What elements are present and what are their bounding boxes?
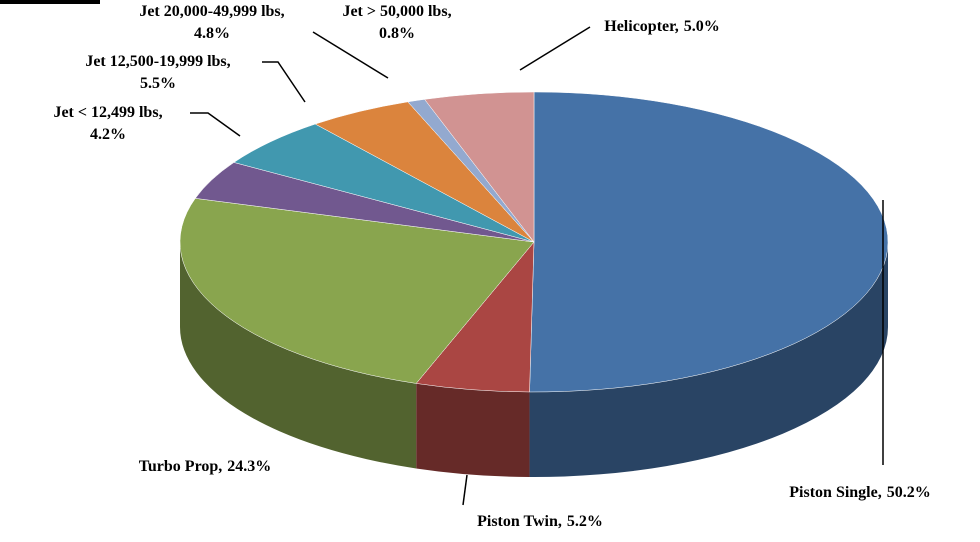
separator: , bbox=[159, 104, 163, 121]
value-label: 5.0% bbox=[684, 18, 720, 35]
category-label: Jet > 50,000 lbs bbox=[342, 3, 447, 20]
data-label: Turbo Prop, 24.3% bbox=[139, 458, 272, 475]
category-label: Jet < 12,499 lbs bbox=[53, 104, 158, 121]
leader-line bbox=[262, 61, 306, 103]
separator: , bbox=[448, 3, 452, 20]
labels: Piston Single, 50.2% Piston Twin, 5.2% Turbo… bbox=[53, 3, 930, 530]
leader-line bbox=[190, 112, 241, 137]
category-label: Turbo Prop bbox=[139, 458, 219, 475]
separator: , bbox=[558, 513, 562, 530]
value-label: 24.3% bbox=[227, 458, 271, 475]
value-label: 5.5% bbox=[140, 75, 176, 92]
value-label: 4.8% bbox=[194, 25, 230, 42]
pie-walls bbox=[180, 242, 888, 478]
pie-side bbox=[180, 242, 417, 469]
pie-side bbox=[416, 383, 530, 477]
category-label: Jet 20,000-49,999 lbs bbox=[139, 3, 280, 20]
category-label: Piston Twin bbox=[477, 513, 558, 530]
separator: , bbox=[227, 53, 231, 70]
category-label: Piston Single bbox=[789, 484, 877, 501]
pie-slice bbox=[424, 91, 535, 243]
data-label: Helicopter, 5.0% bbox=[604, 18, 720, 35]
separator: , bbox=[878, 484, 882, 501]
category-label: Jet 12,500-19,999 lbs bbox=[85, 53, 226, 70]
value-label: 0.8% bbox=[379, 25, 415, 42]
pie-slice bbox=[179, 198, 535, 384]
separator: , bbox=[281, 3, 285, 20]
data-label: Jet > 50,000 lbs, 0.8% bbox=[342, 3, 451, 42]
leader-line bbox=[312, 31, 389, 79]
pie-slice bbox=[529, 91, 889, 393]
data-label: Piston Single, 50.2% bbox=[789, 484, 930, 501]
data-label: Jet < 12,499 lbs, 4.2% bbox=[53, 104, 162, 143]
pie-side bbox=[529, 242, 888, 478]
value-label: 4.2% bbox=[90, 126, 126, 143]
separator: , bbox=[218, 458, 222, 475]
pie-tops bbox=[179, 91, 889, 393]
separator: , bbox=[675, 18, 679, 35]
leader-line bbox=[519, 26, 591, 71]
data-label: Jet 12,500-19,999 lbs, 5.5% bbox=[85, 53, 230, 92]
data-label: Piston Twin, 5.2% bbox=[477, 513, 603, 530]
value-label: 5.2% bbox=[567, 513, 603, 530]
data-label: Jet 20,000-49,999 lbs, 4.8% bbox=[139, 3, 284, 42]
value-label: 50.2% bbox=[887, 484, 931, 501]
category-label: Helicopter bbox=[604, 18, 676, 35]
leader-line bbox=[462, 474, 468, 506]
